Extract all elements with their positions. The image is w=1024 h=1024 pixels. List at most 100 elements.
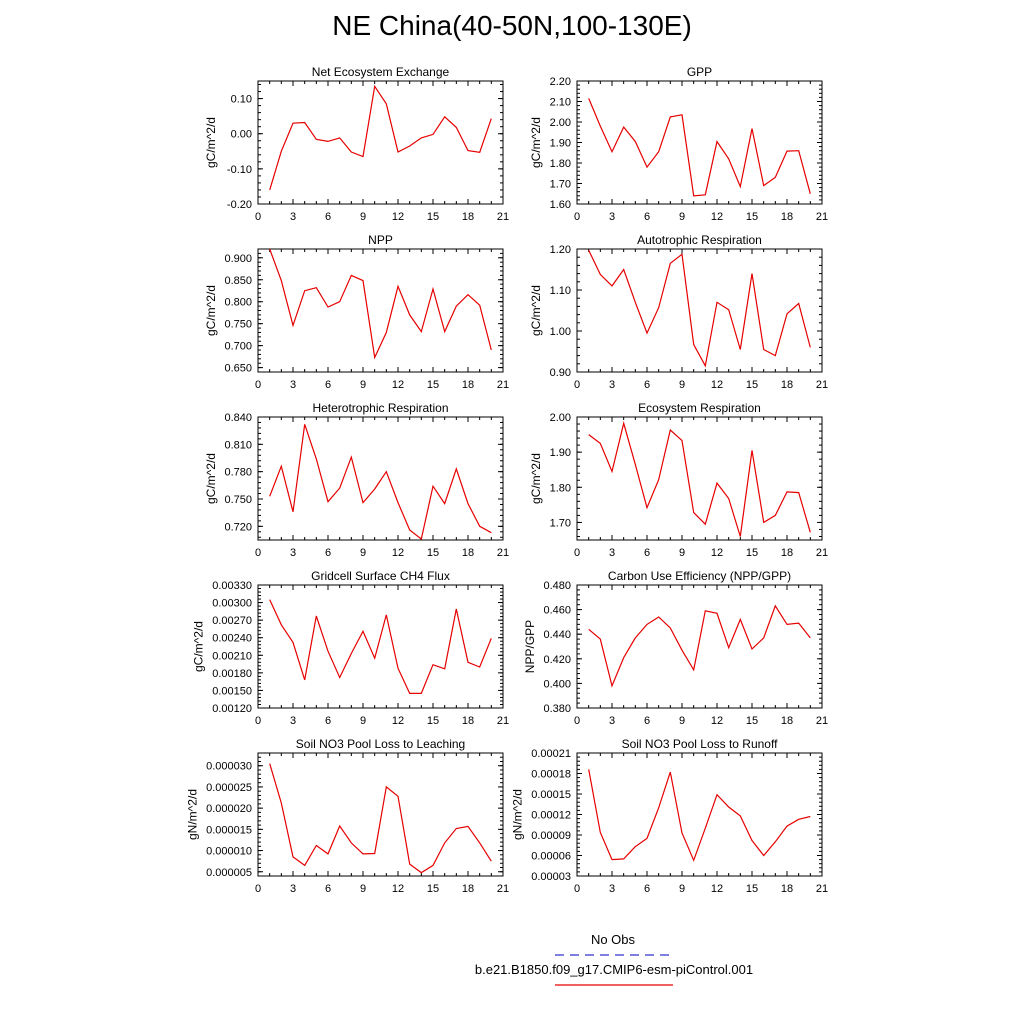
panel-title: Heterotrophic Respiration [312,401,448,415]
y-tick-label: 0.00300 [212,598,252,610]
x-tick-label: 15 [427,883,439,895]
y-tick-label: 0.750 [224,494,252,506]
x-tick-label: 12 [392,379,404,391]
x-tick-label: 9 [360,883,366,895]
series-line [588,769,811,862]
x-tick-label: 3 [609,379,615,391]
panel-frame [576,416,823,541]
x-tick-label: 18 [462,715,474,727]
y-tick-label: 0.460 [543,605,571,617]
y-tick-label: 0.000010 [206,846,252,858]
y-tick-label: 0.000005 [206,867,252,879]
x-tick-label: 15 [427,547,439,559]
y-tick-label: 0.00006 [531,851,571,863]
x-tick-label: 12 [711,547,723,559]
panel-frame [576,80,823,205]
x-tick-label: 6 [644,715,650,727]
y-axis-label: gC/m^2/d [529,453,543,504]
x-tick-label: 15 [746,715,758,727]
y-tick-label: 1.10 [550,285,571,297]
y-tick-label: 0.00180 [212,668,252,680]
series-line [588,420,811,537]
y-tick-label: 2.20 [550,76,571,88]
x-tick-label: 3 [290,883,296,895]
panel-5: Heterotrophic Respiration 0 3 6 9 12 15 18 21 0.7… [204,401,509,559]
y-tick-label: 0.00120 [212,703,252,715]
y-tick-label: 0.400 [543,678,571,690]
panel-7: Gridcell Surface CH4 Flux 0 3 6 9 12 15 18 21 0.0… [192,569,510,727]
x-tick-label: 21 [497,211,509,223]
panel-frame [257,80,504,205]
x-tick-label: 3 [609,883,615,895]
panel-frame [576,248,823,373]
x-tick-label: 9 [360,379,366,391]
x-tick-label: 12 [392,715,404,727]
x-tick-label: 18 [781,379,793,391]
panel-title: Net Ecosystem Exchange [312,65,450,79]
y-tick-label: 0.00330 [212,580,252,592]
panel-title: NPP [368,233,393,247]
x-tick-label: 3 [290,379,296,391]
panel-frame [257,416,504,541]
x-tick-label: 0 [574,547,580,559]
x-tick-label: 21 [816,547,828,559]
y-tick-label: 0.90 [550,367,571,379]
y-tick-label: 2.10 [550,97,571,109]
x-tick-label: 0 [574,379,580,391]
x-tick-label: 15 [427,211,439,223]
x-tick-label: 21 [497,883,509,895]
y-tick-label: 0.00009 [531,830,571,842]
x-tick-label: 0 [255,715,261,727]
y-tick-label: 0.00240 [212,633,252,645]
x-tick-label: 0 [255,547,261,559]
x-tick-label: 9 [679,715,685,727]
x-tick-label: 3 [290,547,296,559]
y-tick-label: 0.380 [543,703,571,715]
panel-title: Gridcell Surface CH4 Flux [311,569,450,583]
y-tick-label: 0.000020 [206,803,252,815]
y-tick-label: 0.780 [224,467,252,479]
x-tick-label: 12 [711,883,723,895]
panel-frame [257,752,504,877]
y-tick-label: 0.00210 [212,650,252,662]
series-line [588,98,811,197]
y-tick-label: 0.00018 [531,769,571,781]
x-tick-label: 15 [746,547,758,559]
y-tick-label: 0.00021 [531,748,571,760]
x-tick-label: 18 [462,547,474,559]
x-tick-label: 15 [746,211,758,223]
x-tick-label: 6 [325,211,331,223]
y-axis-label: gC/m^2/d [192,621,206,672]
y-axis-label: gC/m^2/d [204,453,218,504]
x-tick-label: 6 [644,547,650,559]
x-tick-label: 21 [816,379,828,391]
x-tick-label: 9 [360,715,366,727]
x-tick-label: 6 [644,211,650,223]
series-line [269,599,492,695]
y-tick-label: 1.90 [550,138,571,150]
x-tick-label: 12 [392,547,404,559]
y-tick-label: 0.420 [543,654,571,666]
y-tick-label: 0.000025 [206,782,252,794]
x-tick-label: 6 [325,715,331,727]
y-tick-label: 2.00 [550,117,571,129]
series-line [269,424,492,541]
series-line [588,604,811,688]
y-tick-label: 0.850 [224,275,252,287]
y-tick-label: 1.20 [550,244,571,256]
panel-9: Soil NO3 Pool Loss to Leaching 0 3 6 9 12 15 18… [185,737,509,895]
y-axis-label: gN/m^2/d [511,789,525,840]
panel-title: Soil NO3 Pool Loss to Leaching [296,737,465,751]
x-tick-label: 21 [816,715,828,727]
x-tick-label: 6 [644,883,650,895]
x-tick-label: 6 [325,379,331,391]
panel-title: GPP [687,65,712,79]
x-tick-label: 15 [746,379,758,391]
y-axis-label: NPP/GPP [523,620,537,673]
y-tick-label: 0.000030 [206,761,252,773]
x-tick-label: 9 [679,883,685,895]
series-line [269,248,492,360]
x-tick-label: 12 [711,211,723,223]
x-tick-label: 21 [816,211,828,223]
